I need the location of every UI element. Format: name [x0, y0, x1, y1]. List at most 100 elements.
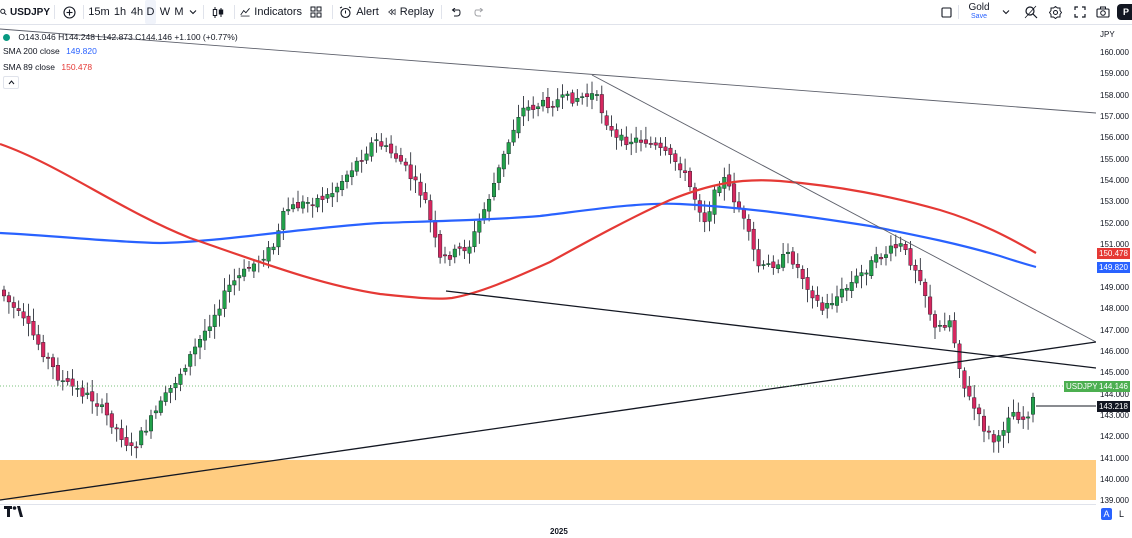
- sma89-line: [0, 142, 1037, 300]
- price-chart[interactable]: [0, 25, 1096, 504]
- support-zone[interactable]: [0, 460, 1096, 500]
- log-scale-button[interactable]: L: [1116, 508, 1127, 520]
- candle-down: [296, 202, 301, 209]
- interval-15m[interactable]: 15m: [88, 0, 110, 24]
- candle-down: [438, 234, 443, 258]
- candle-up: [888, 245, 893, 254]
- quick-search-button[interactable]: [1022, 0, 1040, 24]
- interval-1h[interactable]: 1h: [112, 0, 128, 24]
- candle-up: [830, 303, 835, 306]
- candle-up: [776, 264, 781, 269]
- candle-down: [246, 267, 251, 269]
- candle-up: [634, 137, 639, 143]
- candle-down: [663, 146, 668, 151]
- symbol-name: USDJPY: [9, 6, 50, 18]
- interval-label: D: [146, 6, 155, 18]
- candle-up: [869, 260, 874, 276]
- interval-dropdown[interactable]: [187, 0, 199, 24]
- alarm-clock-icon: [339, 6, 352, 18]
- price-tick: 155.000: [1100, 154, 1129, 164]
- tradingview-logo[interactable]: [4, 505, 24, 520]
- candle-up: [707, 211, 712, 222]
- price-tick: 160.000: [1100, 48, 1129, 57]
- top-toolbar: USDJPY 15m 1h 4h D W M Indicators Alert …: [0, 0, 1132, 24]
- compare-add-button[interactable]: [60, 0, 78, 24]
- layout-dropdown[interactable]: [999, 0, 1013, 24]
- indicators-label: Indicators: [254, 6, 302, 18]
- layout-name-button[interactable]: Gold Save: [962, 0, 996, 24]
- trendline-lower-channel[interactable]: [445, 290, 1096, 369]
- square-icon: [940, 6, 952, 18]
- trendline-ascending[interactable]: [0, 341, 1096, 501]
- candle-down: [109, 413, 114, 428]
- collapse-legend-button[interactable]: [3, 76, 19, 89]
- price-axis[interactable]: JPY 160.000 159.000 158.000 157.000 156.000 1…: [1096, 24, 1132, 505]
- candle-up: [996, 435, 1001, 442]
- trendline-descending[interactable]: [591, 74, 1096, 343]
- price-tick: 151.000: [1100, 240, 1129, 250]
- screenshot-button[interactable]: [1094, 0, 1112, 24]
- replay-button[interactable]: Replay: [388, 0, 434, 24]
- candle-up: [261, 258, 266, 261]
- search-icon: [0, 8, 7, 16]
- chart-type-button[interactable]: [210, 0, 226, 24]
- templates-button[interactable]: [308, 0, 324, 24]
- redo-button[interactable]: [471, 0, 487, 24]
- time-axis[interactable]: 2025: [0, 504, 1096, 538]
- candle-down: [952, 320, 957, 344]
- candle-up: [717, 186, 722, 193]
- interval-d-active[interactable]: D: [145, 0, 156, 24]
- settings-button[interactable]: [1046, 0, 1064, 24]
- redo-icon: [473, 7, 483, 16]
- candle-down: [585, 93, 590, 97]
- rewind-icon: [388, 8, 396, 16]
- candle-down: [41, 342, 46, 358]
- candle-up: [173, 383, 178, 389]
- candle-down: [398, 155, 403, 162]
- candle-up: [506, 142, 511, 154]
- candle-up: [781, 254, 786, 268]
- symbol-search[interactable]: USDJPY: [0, 0, 50, 24]
- trendline-top[interactable]: [0, 28, 1096, 114]
- candle-up: [207, 326, 212, 331]
- fullscreen-button[interactable]: [1071, 0, 1089, 24]
- candle-down: [31, 321, 36, 336]
- candle-down: [957, 343, 962, 369]
- candle-up: [835, 296, 840, 306]
- interval-m[interactable]: M: [172, 0, 186, 24]
- sma89-legend[interactable]: SMA 89 close 150.478: [3, 62, 92, 72]
- interval-4h[interactable]: 4h: [129, 0, 145, 24]
- interval-w[interactable]: W: [158, 0, 172, 24]
- candle-up: [384, 145, 389, 147]
- candle-up: [1030, 397, 1035, 415]
- candle-up: [1006, 417, 1011, 433]
- sma200-legend[interactable]: SMA 200 close 149.820: [3, 46, 97, 56]
- indicators-button[interactable]: Indicators: [240, 0, 302, 24]
- interval-label: 15m: [88, 6, 110, 18]
- auto-label: A: [1103, 509, 1110, 519]
- alert-label: Alert: [356, 6, 379, 18]
- sma200-line: [0, 202, 1037, 269]
- candle-down: [790, 251, 795, 265]
- user-avatar[interactable]: P: [1117, 4, 1132, 20]
- candle-down: [21, 311, 26, 319]
- candle-down: [795, 264, 800, 268]
- camera-icon: [1096, 6, 1110, 18]
- candle-up: [766, 263, 771, 265]
- price-tick: 154.000: [1100, 176, 1129, 186]
- candle-up: [1011, 412, 1016, 417]
- alert-button[interactable]: Alert: [338, 0, 380, 24]
- candle-down: [820, 302, 825, 311]
- candle-up: [349, 170, 354, 178]
- market-status-dot: [3, 34, 10, 42]
- price-tick: 140.000: [1100, 475, 1129, 484]
- undo-button[interactable]: [447, 0, 463, 24]
- sma89-price-label: 150.478: [1097, 248, 1130, 259]
- fullscreen-toggle[interactable]: [938, 0, 954, 24]
- candle-down: [26, 315, 31, 324]
- candle-up: [75, 388, 80, 390]
- auto-scale-button[interactable]: A: [1101, 508, 1112, 520]
- candle-up: [580, 96, 585, 98]
- candle-up: [516, 117, 521, 134]
- candle-down: [653, 142, 658, 146]
